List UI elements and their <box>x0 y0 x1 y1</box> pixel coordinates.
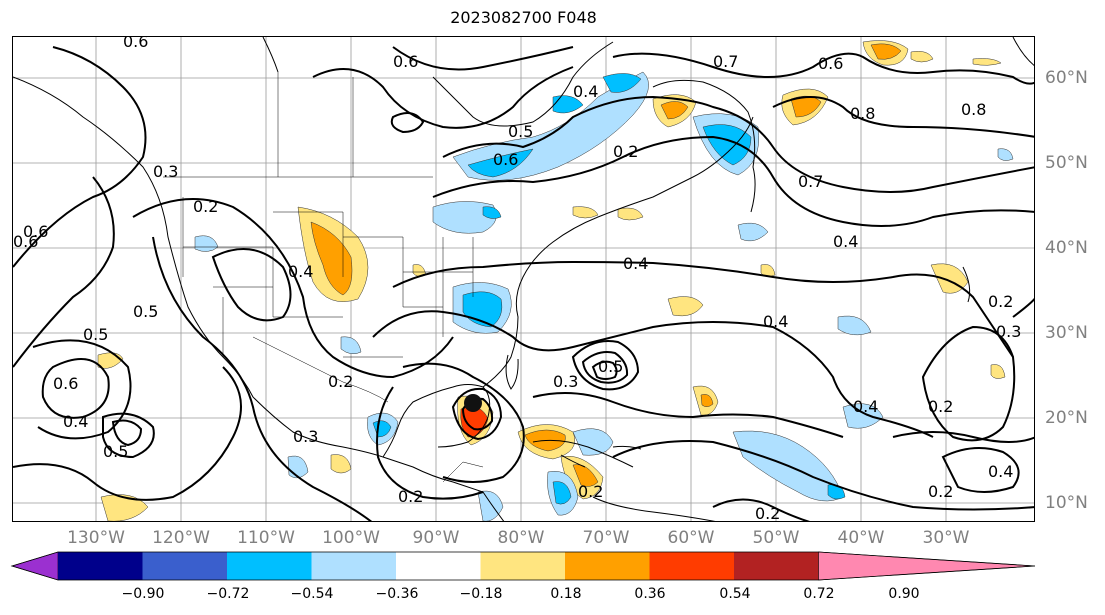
contour-label: 0.7 <box>713 52 738 71</box>
contour-label: 0.6 <box>23 222 48 241</box>
contour-label: 0.4 <box>763 312 788 331</box>
colorbar-segment <box>227 552 312 580</box>
lon-label: 40°W <box>837 528 885 548</box>
contour-label: 0.4 <box>623 254 648 273</box>
contour-label: 0.2 <box>755 504 780 522</box>
colorbar-tick-label: −0.72 <box>206 586 250 602</box>
contour-label: 0.6 <box>123 37 148 51</box>
colorbar-segment <box>649 552 734 580</box>
colorbar-segment <box>480 552 565 580</box>
lon-label: 70°W <box>582 528 630 548</box>
contour-lines <box>13 46 1034 521</box>
colorbar-segment <box>58 552 143 580</box>
contour-label: 0.4 <box>988 462 1013 481</box>
contour-label: 0.2 <box>928 397 953 416</box>
contour-label: 0.2 <box>613 142 638 161</box>
contour-label: 0.2 <box>988 292 1013 311</box>
colorbar <box>10 551 1036 581</box>
lat-label: 30°N <box>1045 323 1088 343</box>
colorbar-segment <box>142 552 227 580</box>
lon-label: 30°W <box>922 528 970 548</box>
contour-label: 0.2 <box>328 372 353 391</box>
colorbar-tick-label: −0.36 <box>375 586 419 602</box>
contour-label: 0.2 <box>398 487 423 506</box>
lat-label: 20°N <box>1045 408 1088 428</box>
colorbar-tick-label: 0.72 <box>803 586 835 602</box>
colorbar-tick-label: −0.54 <box>290 586 334 602</box>
colorbar-segment <box>565 552 650 580</box>
political-borders <box>163 72 484 483</box>
lon-label: 60°W <box>667 528 715 548</box>
contour-label: 0.2 <box>578 482 603 501</box>
colorbar-tick-label: −0.90 <box>121 586 165 602</box>
contour-label: 0.7 <box>798 172 823 191</box>
colorbar-extend-high <box>818 551 1036 581</box>
contour-label: 0.2 <box>193 197 218 216</box>
contour-label: 0.3 <box>553 372 578 391</box>
contour-label: 0.6 <box>493 150 518 169</box>
contour-label: 0.6 <box>53 374 78 393</box>
lon-label: 110°W <box>237 528 295 548</box>
contour-label: 0.4 <box>288 262 313 281</box>
lon-label: 130°W <box>67 528 125 548</box>
anomaly-shading <box>97 40 1014 521</box>
contour-label: 0.3 <box>153 162 178 181</box>
lat-label: 50°N <box>1045 153 1088 173</box>
colorbar-tick-label: 0.54 <box>719 586 751 602</box>
colorbar-tick-label: 0.90 <box>888 586 920 602</box>
contour-label: 0.3 <box>293 427 318 446</box>
contour-label: 0.4 <box>63 412 88 431</box>
coastlines <box>13 37 1034 521</box>
contour-label: 0.5 <box>598 357 623 376</box>
lon-label: 50°W <box>752 528 800 548</box>
contour-label: 0.8 <box>961 100 986 119</box>
colorbar-extend-low <box>10 551 59 581</box>
lat-label: 40°N <box>1045 238 1088 258</box>
contour-label: 0.5 <box>508 122 533 141</box>
map-title: 2023082700 F048 <box>450 8 597 27</box>
lon-label: 120°W <box>152 528 210 548</box>
lon-label: 100°W <box>322 528 380 548</box>
contour-label: 0.3 <box>996 322 1021 341</box>
contour-label: 0.2 <box>928 482 953 501</box>
colorbar-tick-label: −0.18 <box>459 586 503 602</box>
colorbar-segment <box>396 552 481 580</box>
contour-label: 0.4 <box>833 232 858 251</box>
lon-label: 90°W <box>412 528 460 548</box>
colorbar-outline <box>10 551 1036 581</box>
lat-label: 10°N <box>1045 493 1088 513</box>
contour-label: 0.6 <box>393 52 418 71</box>
lat-label: 60°N <box>1045 68 1088 88</box>
contour-label: 0.6 <box>818 54 843 73</box>
contour-label: 0.5 <box>133 302 158 321</box>
colorbar-segment <box>311 552 396 580</box>
contour-label: 0.4 <box>573 82 598 101</box>
cyclone-center <box>464 394 482 412</box>
colorbar-segment <box>734 552 819 580</box>
map-panel: 0.6 0.6 0.6 0.4 0.7 0.6 0.5 0.6 0.2 0.8 … <box>12 36 1035 522</box>
contour-label: 0.5 <box>83 325 108 344</box>
contour-label: 0.4 <box>853 397 878 416</box>
contour-labels: 0.6 0.6 0.6 0.4 0.7 0.6 0.5 0.6 0.2 0.8 … <box>13 37 1021 522</box>
contour-label: 0.6 <box>13 232 38 251</box>
contour-label: 0.8 <box>850 104 875 123</box>
lon-label: 80°W <box>497 528 545 548</box>
colorbar-tick-label: 0.36 <box>634 586 666 602</box>
colorbar-tick-label: 0.18 <box>550 586 582 602</box>
contour-label: 0.5 <box>103 442 128 461</box>
map-canvas: 0.6 0.6 0.6 0.4 0.7 0.6 0.5 0.6 0.2 0.8 … <box>13 37 1034 522</box>
